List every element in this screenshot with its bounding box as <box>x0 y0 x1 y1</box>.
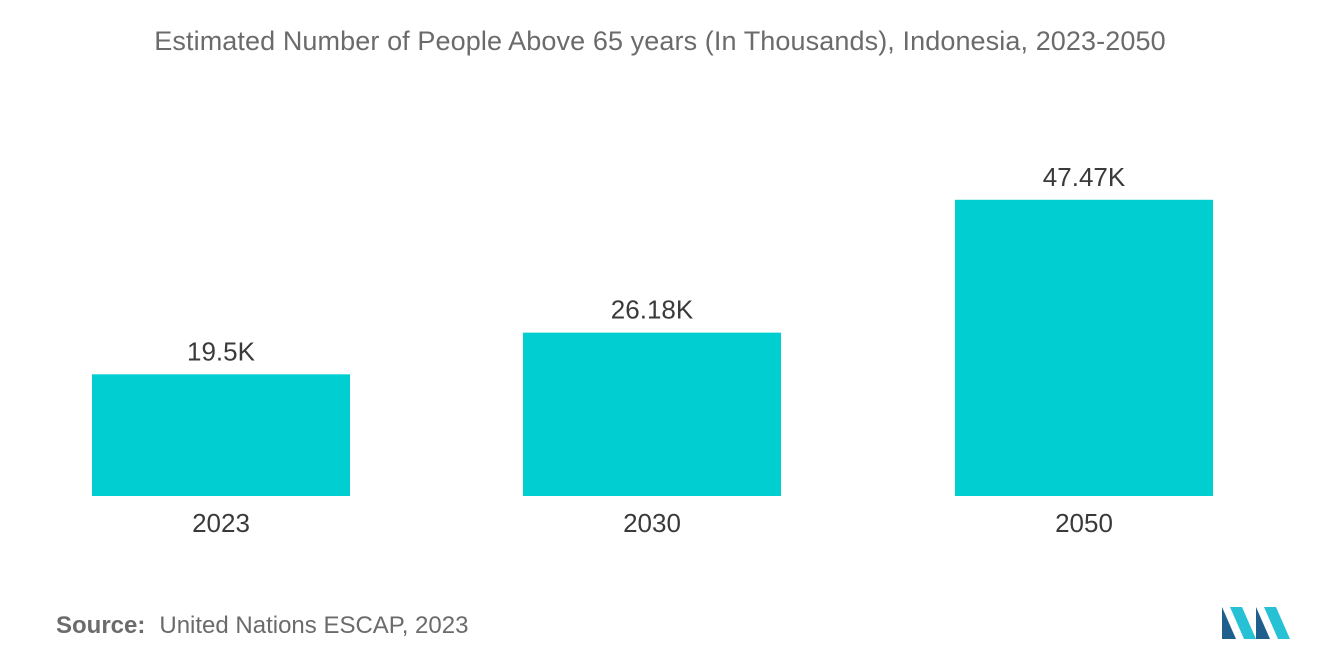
value-labels-group: 19.5K 26.18K 47.47K <box>187 162 1126 367</box>
bar-2023 <box>92 374 350 496</box>
bar-chart: 19.5K 26.18K 47.47K 2023 2030 2050 <box>92 162 1213 538</box>
bar-2050 <box>955 199 1213 496</box>
source-note: Source: United Nations ESCAP, 2023 <box>56 612 468 640</box>
mordor-intelligence-logo-icon <box>1222 607 1290 639</box>
chart-title: Estimated Number of People Above 65 year… <box>154 26 1166 56</box>
bar-2030 <box>523 332 781 496</box>
bars-group <box>92 199 1213 496</box>
source-text: United Nations ESCAP, 2023 <box>159 612 469 639</box>
source-label: Source: <box>56 612 146 639</box>
logo-shape-mid-left <box>1230 607 1256 639</box>
logo-shape-mid-right <box>1256 607 1270 639</box>
logo-shape-left <box>1222 607 1236 639</box>
value-label-2023: 19.5K <box>187 336 256 366</box>
category-labels-group: 2023 2030 2050 <box>192 508 1113 538</box>
value-label-2030: 26.18K <box>611 295 694 325</box>
category-label-2050: 2050 <box>1055 508 1113 538</box>
category-label-2023: 2023 <box>192 508 250 538</box>
logo-shape-right <box>1264 607 1290 639</box>
value-label-2050: 47.47K <box>1043 162 1126 192</box>
category-label-2030: 2030 <box>623 508 681 538</box>
